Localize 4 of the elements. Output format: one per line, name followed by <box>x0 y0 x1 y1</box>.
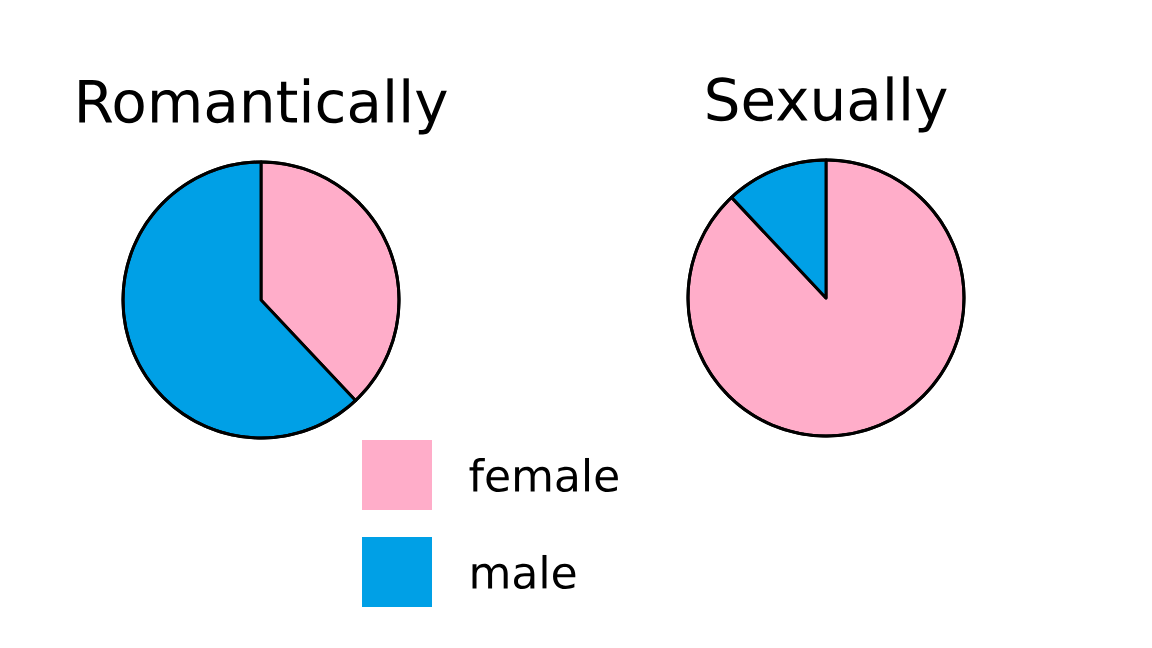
chart-title: Romantically <box>79 78 447 135</box>
legend-label: male <box>472 554 576 590</box>
legend-label: female <box>469 457 618 493</box>
chart-title: Sexually <box>707 76 947 133</box>
